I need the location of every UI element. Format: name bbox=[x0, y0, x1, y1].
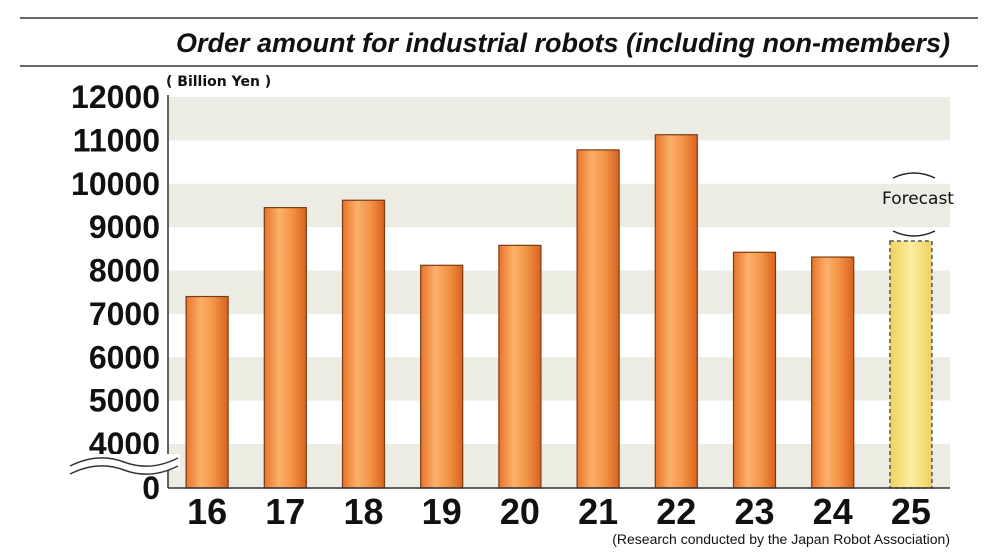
forecast-annotation: Forecast bbox=[882, 172, 954, 237]
y-tick-label: 10000 bbox=[71, 166, 160, 202]
x-tick-label: 22 bbox=[656, 491, 696, 532]
axis-break-icon bbox=[68, 454, 180, 475]
grid-band bbox=[168, 97, 950, 141]
y-tick-label: 12000 bbox=[71, 79, 160, 115]
y-tick-label: 11000 bbox=[73, 122, 160, 158]
y-tick-label: 9000 bbox=[89, 209, 160, 245]
forecast-bracket-top bbox=[892, 172, 936, 179]
x-axis-ticks: 16 17 18 19 20 21 22 23 24 25 bbox=[187, 491, 931, 532]
x-tick-label: 21 bbox=[578, 491, 618, 532]
x-tick-label: 19 bbox=[422, 491, 462, 532]
bar-series bbox=[185, 134, 933, 489]
bar bbox=[341, 199, 386, 489]
bar bbox=[811, 256, 855, 489]
y-tick-label: 5000 bbox=[89, 383, 160, 419]
bar bbox=[263, 207, 307, 489]
x-tick-label: 17 bbox=[265, 491, 305, 532]
bar bbox=[185, 295, 229, 489]
unit-label: ( Billion Yen ) bbox=[166, 74, 271, 90]
forecast-bracket-bottom bbox=[892, 230, 936, 237]
chart-title: Order amount for industrial robots (incl… bbox=[176, 28, 950, 58]
y-tick-label: 8000 bbox=[89, 253, 160, 289]
bar bbox=[498, 244, 542, 489]
bar bbox=[732, 251, 777, 489]
bar bbox=[576, 149, 620, 489]
y-tick-label: 0 bbox=[142, 470, 160, 506]
bar bbox=[654, 134, 698, 489]
x-tick-label: 23 bbox=[734, 491, 774, 532]
forecast-label: Forecast bbox=[882, 189, 954, 209]
x-tick-label: 16 bbox=[187, 491, 227, 532]
x-tick-label: 18 bbox=[343, 491, 383, 532]
x-tick-label: 24 bbox=[813, 491, 853, 532]
forecast-bar bbox=[889, 240, 933, 489]
y-tick-label: 7000 bbox=[89, 296, 160, 332]
y-tick-label: 6000 bbox=[89, 339, 160, 375]
x-tick-label: 20 bbox=[500, 491, 540, 532]
x-tick-label: 25 bbox=[891, 491, 931, 532]
bar bbox=[420, 264, 464, 489]
source-note: (Research conducted by the Japan Robot A… bbox=[612, 531, 950, 547]
